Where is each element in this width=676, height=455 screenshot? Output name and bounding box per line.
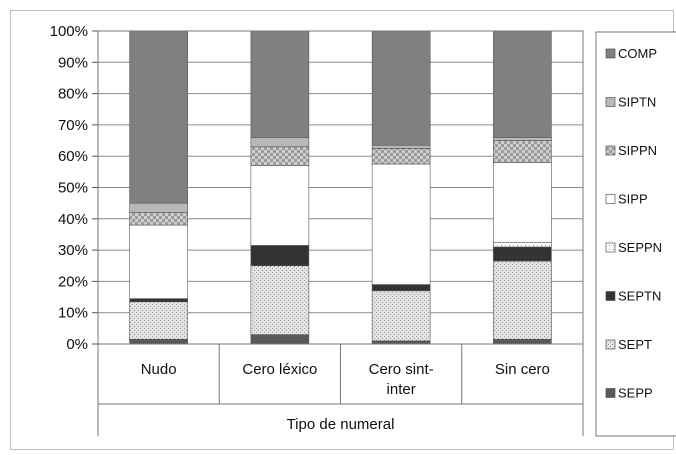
x-category-label: Nudo bbox=[141, 361, 177, 378]
legend-label-sippn: SIPPN bbox=[618, 143, 657, 158]
bar-segment-sipp bbox=[493, 162, 552, 243]
bar-segment-septn bbox=[250, 245, 310, 267]
legend-label-sipp: SIPP bbox=[618, 192, 648, 207]
y-tick-label: 100% bbox=[50, 23, 88, 40]
chart-frame bbox=[10, 10, 674, 450]
x-category-label: inter bbox=[387, 381, 416, 398]
legend-label-sept: SEPT bbox=[618, 337, 652, 352]
bar-segment-comp bbox=[250, 30, 310, 138]
legend-swatch-seppn bbox=[605, 242, 616, 253]
y-tick-label: 70% bbox=[58, 117, 88, 134]
bar-segment-sippn bbox=[371, 148, 431, 165]
bar-segment-sepp bbox=[129, 339, 188, 345]
bar-segment-siptn bbox=[250, 137, 310, 148]
y-tick-label: 40% bbox=[58, 211, 88, 228]
bar-segment-sepp bbox=[493, 339, 552, 345]
bar-segment-septn bbox=[371, 284, 431, 292]
x-axis-title: Tipo de numeral bbox=[287, 416, 395, 433]
bar-segment-comp bbox=[493, 30, 552, 138]
y-tick-label: 20% bbox=[58, 273, 88, 290]
bar-segment-sippn bbox=[129, 212, 188, 226]
legend-swatch-sept bbox=[605, 339, 616, 350]
x-category-label: Cero léxico bbox=[242, 361, 317, 378]
x-category-label: Sin cero bbox=[495, 361, 550, 378]
x-category-label: Cero sint- bbox=[369, 361, 434, 378]
bar-segment-sept bbox=[129, 301, 188, 340]
bar-segment-sept bbox=[371, 290, 431, 342]
legend-box bbox=[595, 31, 676, 437]
bar-segment-seppn bbox=[493, 241, 552, 248]
bar-segment-sept bbox=[250, 265, 310, 335]
y-tick-label: 80% bbox=[58, 86, 88, 103]
legend-swatch-comp bbox=[605, 48, 616, 59]
bar-segment-comp bbox=[371, 30, 431, 146]
legend-label-septn: SEPTN bbox=[618, 289, 661, 304]
legend-swatch-sipp bbox=[605, 194, 616, 204]
bar-segment-septn bbox=[493, 246, 552, 262]
legend-label-seppn: SEPPN bbox=[618, 240, 662, 255]
y-tick-label: 30% bbox=[58, 242, 88, 259]
y-tick-label: 90% bbox=[58, 54, 88, 71]
bar-segment-sipp bbox=[371, 163, 431, 285]
y-tick-label: 0% bbox=[66, 336, 88, 353]
bar-segment-siptn bbox=[371, 144, 431, 149]
legend-label-siptn: SIPTN bbox=[618, 95, 656, 110]
legend-swatch-sippn bbox=[605, 145, 616, 156]
bar-segment-sepp bbox=[250, 334, 310, 345]
legend-swatch-sepp bbox=[605, 388, 616, 398]
legend-label-comp: COMP bbox=[618, 46, 657, 61]
bar-segment-sippn bbox=[250, 146, 310, 166]
bar-segment-sept bbox=[493, 260, 552, 340]
bar-segment-sippn bbox=[493, 140, 552, 163]
legend-label-sepp: SEPP bbox=[618, 386, 653, 401]
legend-swatch-septn bbox=[605, 291, 616, 301]
bar-segment-sipp bbox=[250, 165, 310, 246]
bar-segment-comp bbox=[129, 30, 188, 204]
bar-segment-siptn bbox=[493, 137, 552, 141]
bar-segment-sipp bbox=[129, 224, 188, 299]
y-tick-label: 60% bbox=[58, 148, 88, 165]
bar-segment-siptn bbox=[129, 202, 188, 213]
legend-swatch-siptn bbox=[605, 97, 616, 107]
y-tick-label: 10% bbox=[58, 305, 88, 322]
bar-segment-septn bbox=[129, 298, 188, 303]
y-tick-label: 50% bbox=[58, 180, 88, 197]
